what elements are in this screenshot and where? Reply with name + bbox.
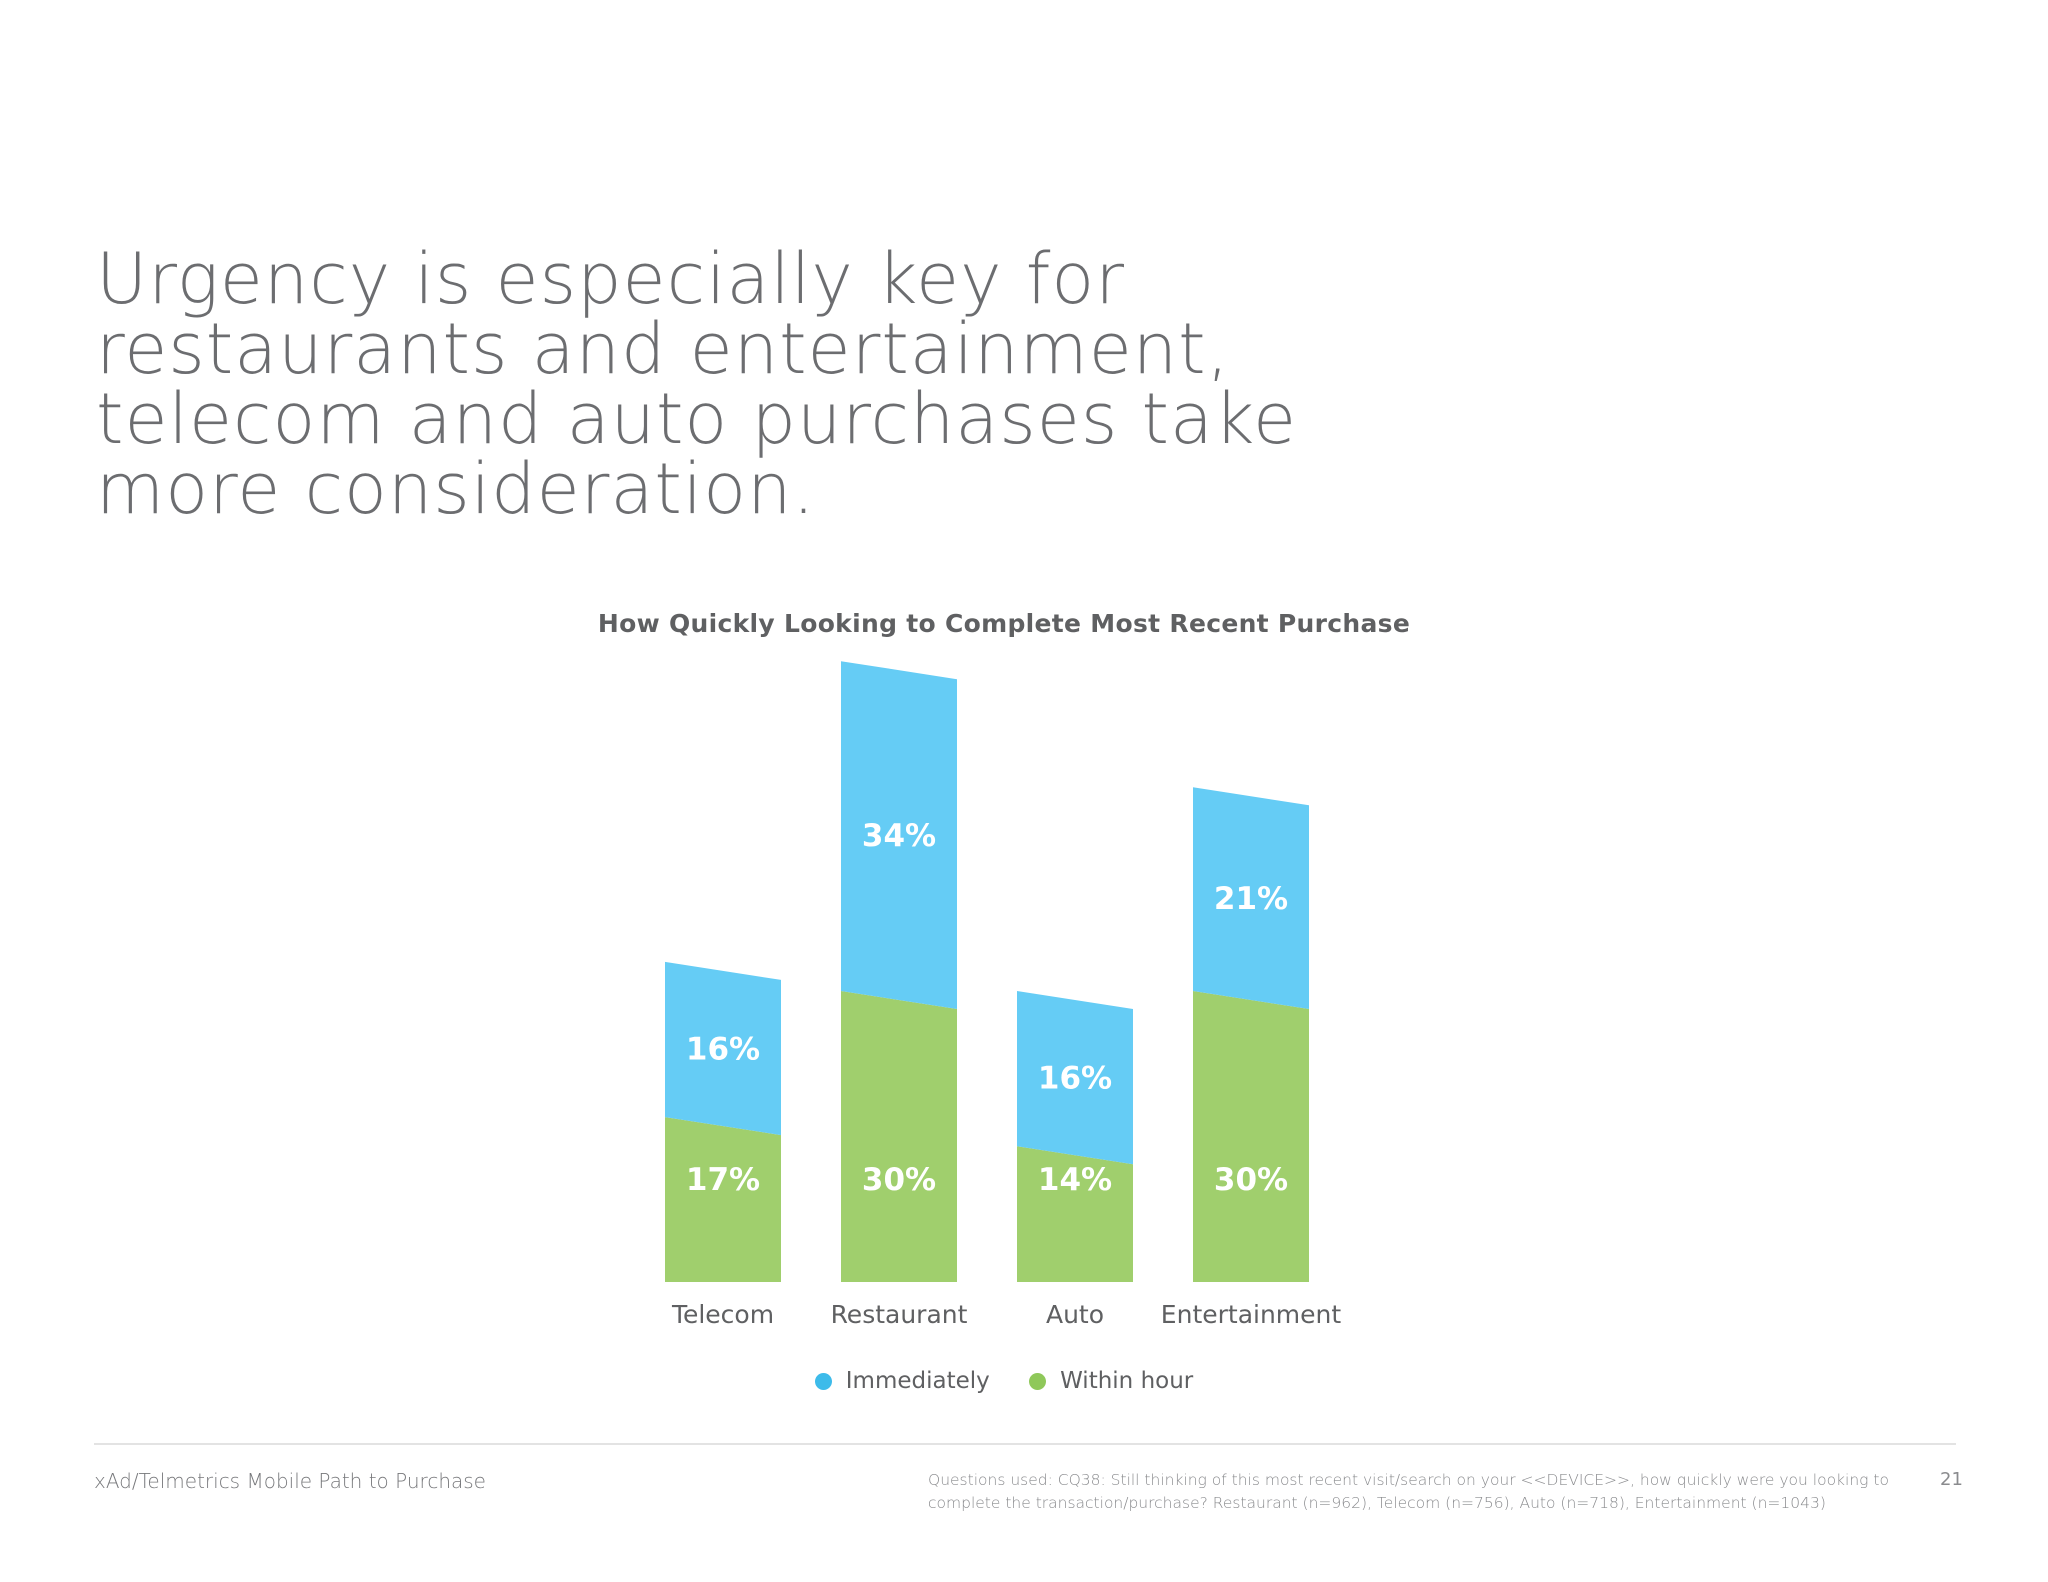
category-label-telecom: Telecom bbox=[671, 1300, 774, 1329]
bar-labels-group: 16% 17% 34% 30% 16% 14% 21% 30% bbox=[686, 818, 1288, 1198]
chart-title: How Quickly Looking to Complete Most Rec… bbox=[597, 609, 1411, 638]
page-number: 21 bbox=[1940, 1469, 1963, 1490]
legend-item-within-hour: Within hour bbox=[1029, 1368, 1193, 1394]
data-label-within-hour-entertainment: 30% bbox=[1214, 1162, 1288, 1198]
legend-dot-immediately-icon bbox=[814, 1372, 832, 1390]
legend-item-immediately: Immediately bbox=[814, 1368, 990, 1394]
bar-immediately-entertainment bbox=[1193, 787, 1309, 1009]
data-label-immediately-entertainment: 21% bbox=[1214, 881, 1288, 917]
headline-line-1: Urgency is especially key for bbox=[96, 238, 1126, 320]
legend-label-within-hour: Within hour bbox=[1060, 1368, 1194, 1394]
chart-legend: Immediately Within hour bbox=[0, 1368, 2008, 1396]
bar-immediately-telecom bbox=[665, 961, 781, 1136]
category-label-restaurant: Restaurant bbox=[831, 1300, 968, 1329]
category-label-entertainment: Entertainment bbox=[1161, 1300, 1342, 1329]
bar-immediately-restaurant bbox=[841, 661, 957, 1009]
footer-divider bbox=[94, 1443, 1956, 1445]
data-label-immediately-telecom: 16% bbox=[686, 1032, 760, 1068]
footer-note-line-1: Questions used: CQ38: Still thinking of … bbox=[928, 1471, 1889, 1489]
footer-source: xAd/Telmetrics Mobile Path to Purchase bbox=[94, 1469, 486, 1493]
category-labels-group: Telecom Restaurant Auto Entertainment bbox=[671, 1300, 1341, 1329]
bar-within-hour-telecom bbox=[665, 1117, 781, 1282]
category-label-auto: Auto bbox=[1046, 1300, 1104, 1329]
footer-note-line-2: complete the transaction/purchase? Resta… bbox=[928, 1494, 1826, 1512]
bar-within-hour-entertainment bbox=[1193, 991, 1309, 1282]
footer-question-note: Questions used: CQ38: Still thinking of … bbox=[928, 1469, 1908, 1515]
data-label-immediately-auto: 16% bbox=[1038, 1061, 1112, 1097]
data-label-within-hour-auto: 14% bbox=[1038, 1162, 1112, 1198]
headline-line-2: restaurants and entertainment, bbox=[96, 308, 1230, 390]
bar-immediately-auto bbox=[1017, 991, 1133, 1165]
headline-line-3: telecom and auto purchases take bbox=[96, 378, 1298, 460]
page-headline: Urgency is especially key for restaurant… bbox=[96, 244, 1396, 524]
bar-within-hour-auto bbox=[1017, 1146, 1133, 1282]
data-label-within-hour-restaurant: 30% bbox=[862, 1162, 936, 1198]
bars-group bbox=[665, 661, 1309, 1282]
data-label-immediately-restaurant: 34% bbox=[862, 818, 936, 854]
bar-within-hour-restaurant bbox=[841, 991, 957, 1282]
legend-dot-within-hour-icon bbox=[1029, 1372, 1047, 1390]
data-label-within-hour-telecom: 17% bbox=[686, 1162, 760, 1198]
legend-label-immediately: Immediately bbox=[845, 1368, 990, 1394]
headline-line-4: more consideration. bbox=[96, 448, 816, 530]
